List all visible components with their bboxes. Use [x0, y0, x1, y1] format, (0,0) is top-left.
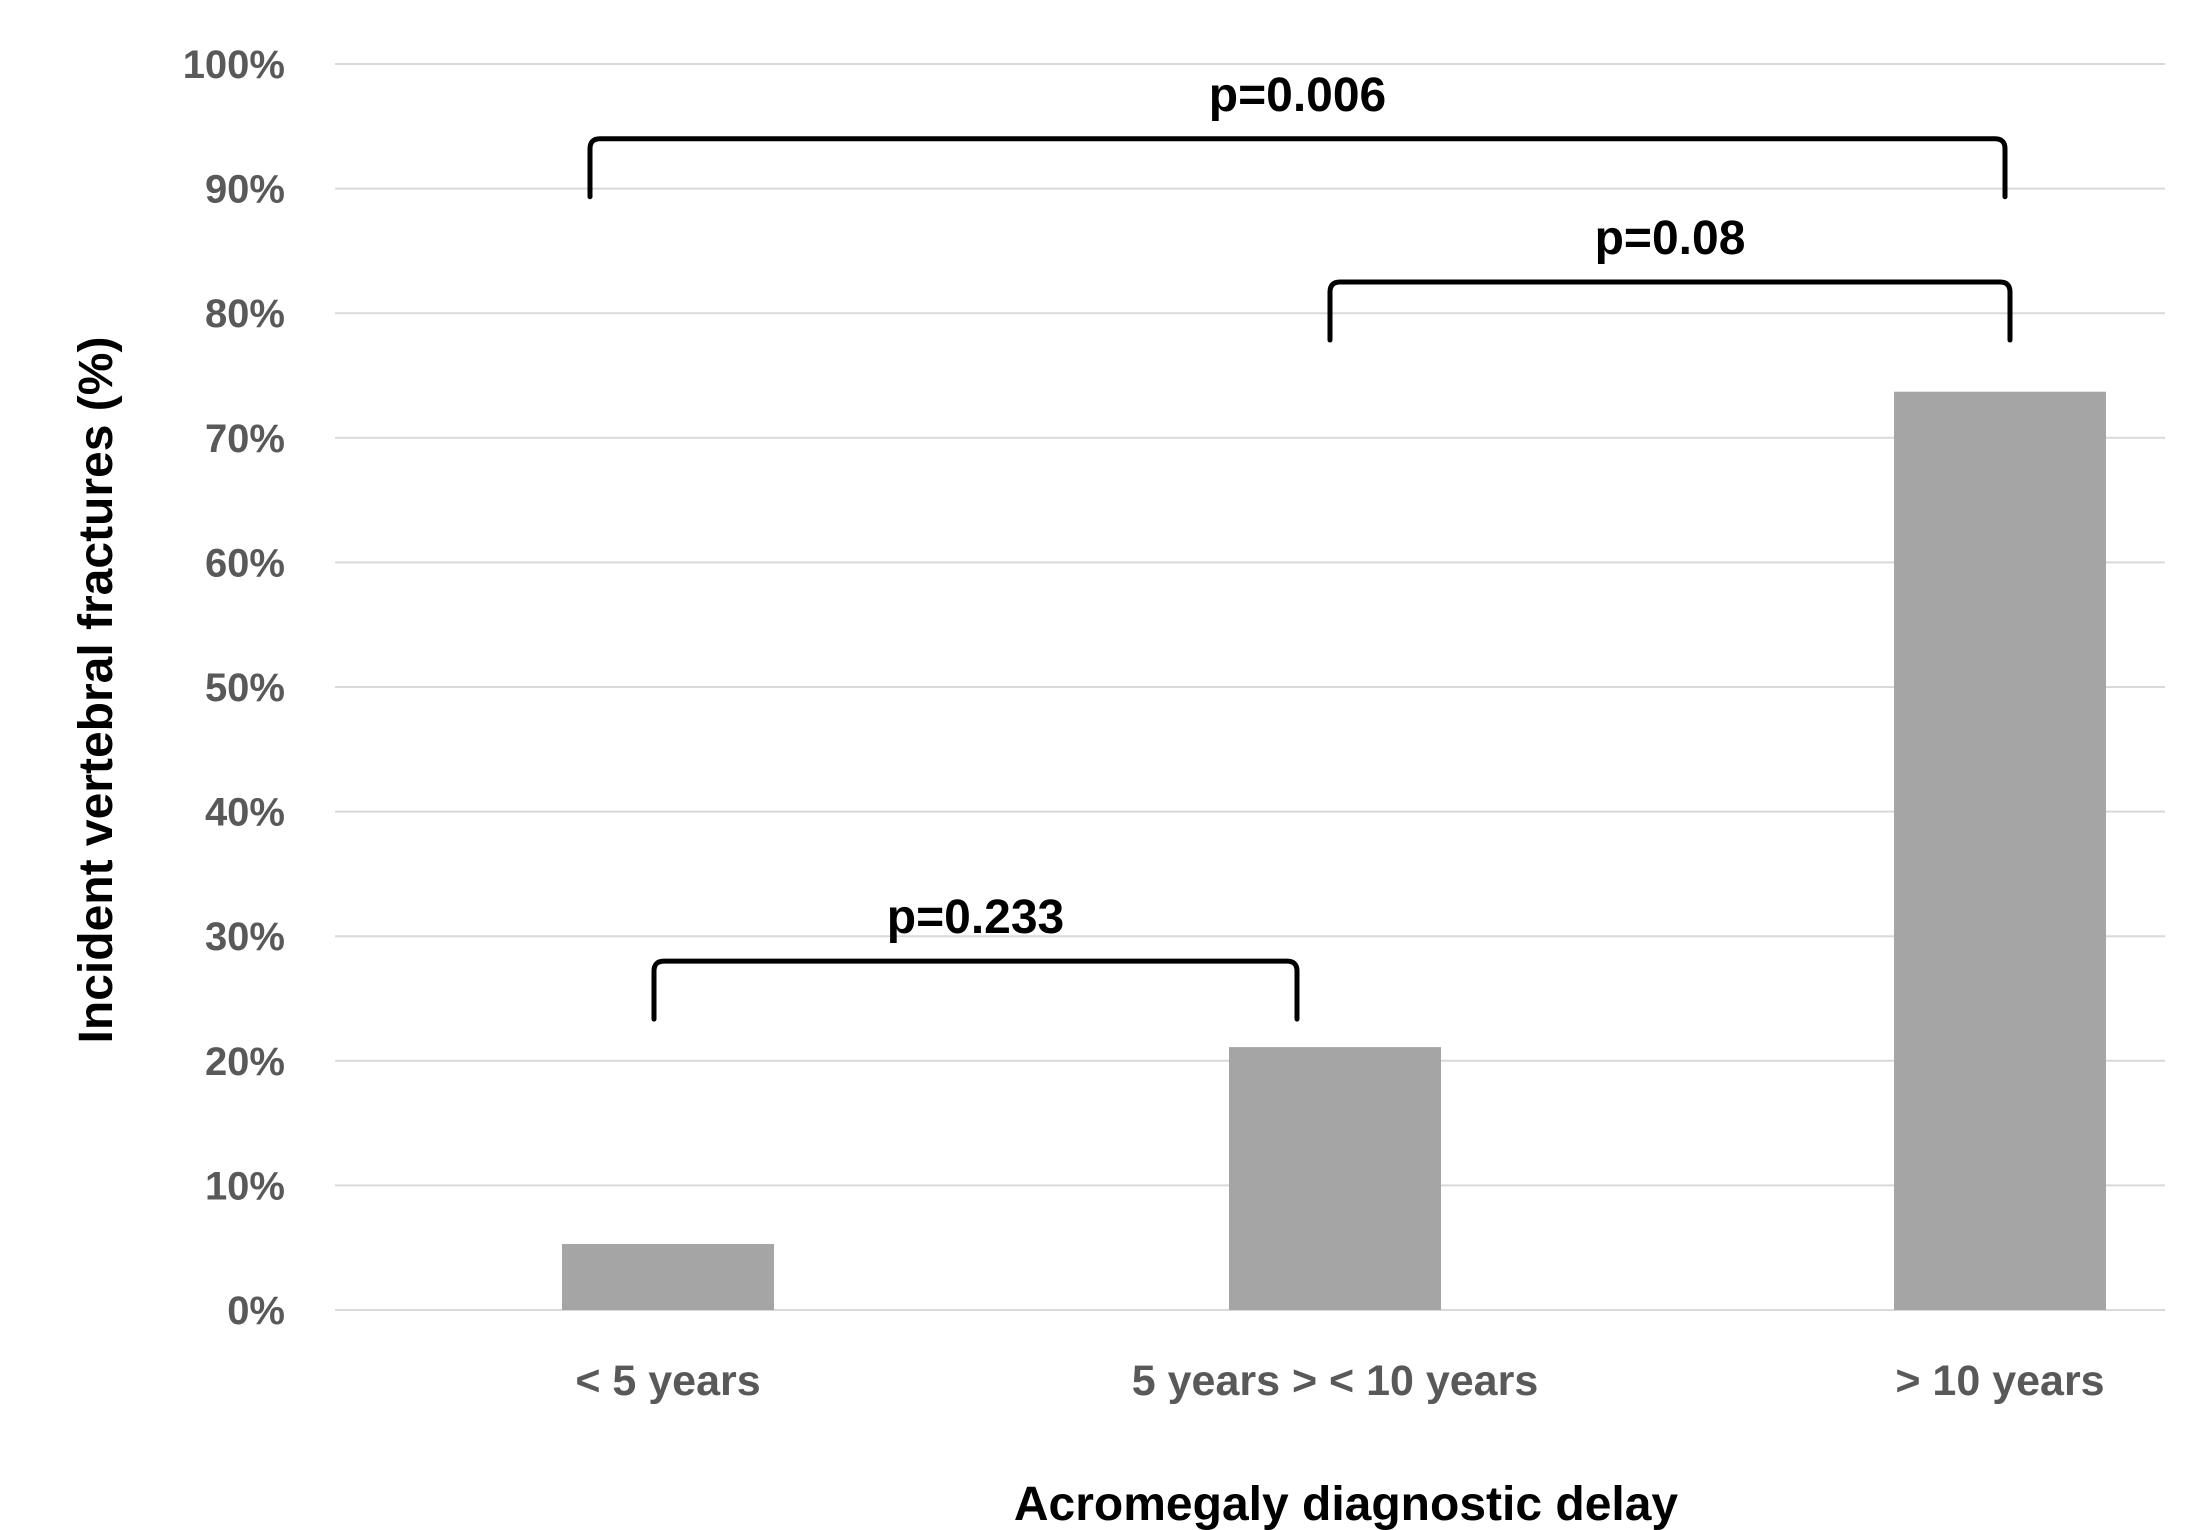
- y-tick-label: 60%: [205, 541, 285, 585]
- significance-annotations: p=0.233 p=0.08 p=0.006: [587, 69, 2013, 1022]
- p-value-label: p=0.233: [887, 891, 1064, 944]
- y-tick-label: 100%: [183, 43, 285, 87]
- p-value-label: p=0.006: [1209, 69, 1386, 122]
- gridlines: [335, 63, 2165, 1311]
- x-axis-title: Acromegaly diagnostic delay: [1014, 1478, 1679, 1530]
- y-tick-label: 40%: [205, 791, 285, 835]
- y-tick-label: 70%: [205, 417, 285, 461]
- y-tick-label: 50%: [205, 666, 285, 710]
- x-axis-categories: < 5 years 5 years > < 10 years > 10 years: [575, 1357, 2104, 1405]
- x-category-label: < 5 years: [575, 1357, 760, 1405]
- y-tick-label: 80%: [205, 292, 285, 336]
- bar: [562, 1243, 774, 1310]
- significance-bracket: [1327, 279, 2013, 343]
- y-tick-label: 30%: [205, 915, 285, 959]
- y-tick-label: 0%: [227, 1289, 285, 1333]
- significance-bracket: [651, 958, 1300, 1022]
- p-value-label: p=0.08: [1595, 212, 1746, 265]
- y-tick-label: 90%: [205, 168, 285, 212]
- bar: [1229, 1047, 1441, 1310]
- x-category-label: > 10 years: [1895, 1357, 2104, 1405]
- y-tick-label: 10%: [205, 1164, 285, 1208]
- bars: [562, 391, 2106, 1310]
- x-category-label: 5 years > < 10 years: [1132, 1357, 1538, 1405]
- y-axis-ticks: 0% 10% 20% 30% 40% 50% 60% 70% 80% 90% 100%: [183, 43, 285, 1333]
- bar: [1894, 391, 2106, 1310]
- significance-bracket: [587, 136, 2008, 200]
- y-axis-title: Incident vertebral fractures (%): [70, 337, 123, 1044]
- y-tick-label: 20%: [205, 1040, 285, 1084]
